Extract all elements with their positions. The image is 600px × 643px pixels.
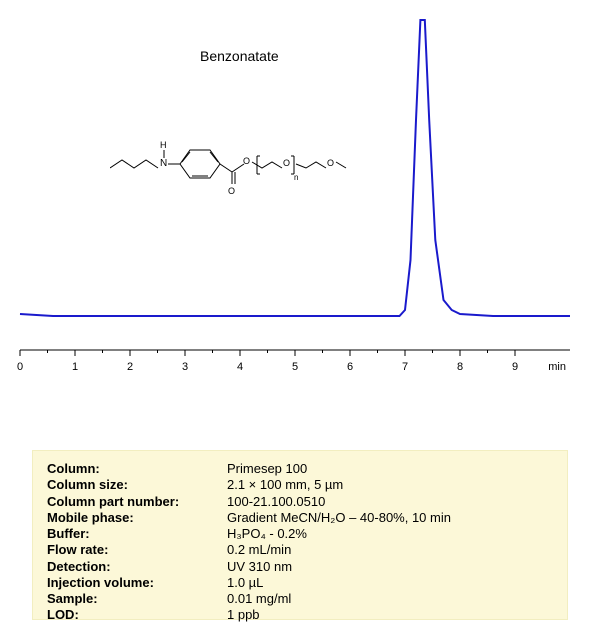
svg-text:5: 5	[292, 361, 298, 373]
compound-name: Benzonatate	[200, 48, 279, 64]
svg-text:O: O	[228, 186, 235, 196]
param-row-sample: Sample:0.01 mg/ml	[47, 591, 553, 607]
param-row-column: Column:Primesep 100	[47, 461, 553, 477]
molecule-structure: N H O O O	[110, 120, 370, 210]
svg-text:n: n	[294, 173, 298, 182]
param-row-column-size: Column size:2.1 × 100 mm, 5 µm	[47, 477, 553, 493]
chromatogram-svg: 0 1 2 3 4 5 6 7 8 9 min	[10, 10, 590, 420]
param-key: Mobile phase:	[47, 510, 227, 526]
param-value: 2.1 × 100 mm, 5 µm	[227, 477, 553, 493]
svg-text:3: 3	[182, 361, 188, 373]
svg-text:O: O	[243, 156, 250, 166]
svg-text:min: min	[548, 361, 566, 373]
param-value: 1.0 µL	[227, 575, 553, 591]
param-row-mobile-phase: Mobile phase:Gradient MeCN/H₂O – 40-80%,…	[47, 510, 553, 526]
parameters-table: Column:Primesep 100 Column size:2.1 × 10…	[32, 450, 568, 620]
molecule-svg: N H O O O	[110, 120, 370, 210]
param-value: Gradient MeCN/H₂O – 40-80%, 10 min	[227, 510, 553, 526]
param-key: Buffer:	[47, 526, 227, 542]
param-row-detection: Detection:UV 310 nm	[47, 559, 553, 575]
svg-text:2: 2	[127, 361, 133, 373]
svg-text:9: 9	[512, 361, 518, 373]
svg-text:O: O	[283, 158, 290, 168]
param-key: Column:	[47, 461, 227, 477]
param-key: Detection:	[47, 559, 227, 575]
param-row-lod: LOD:1 ppb	[47, 607, 553, 623]
svg-text:O: O	[327, 158, 334, 168]
param-row-buffer: Buffer:H₃PO₄ - 0.2%	[47, 526, 553, 542]
param-key: LOD:	[47, 607, 227, 623]
svg-text:7: 7	[402, 361, 408, 373]
svg-text:6: 6	[347, 361, 353, 373]
param-row-injection-volume: Injection volume:1.0 µL	[47, 575, 553, 591]
param-value: 100-21.100.0510	[227, 494, 553, 510]
param-row-column-part: Column part number:100-21.100.0510	[47, 494, 553, 510]
chromatogram-area: 0 1 2 3 4 5 6 7 8 9 min	[10, 10, 590, 420]
param-key: Column size:	[47, 477, 227, 493]
param-key: Column part number:	[47, 494, 227, 510]
figure-container: 0 1 2 3 4 5 6 7 8 9 min Benzonatate N H	[0, 0, 600, 643]
svg-text:0: 0	[17, 361, 23, 373]
param-key: Sample:	[47, 591, 227, 607]
svg-text:1: 1	[72, 361, 78, 373]
param-value: 0.2 mL/min	[227, 542, 553, 558]
param-value: Primesep 100	[227, 461, 553, 477]
param-value: UV 310 nm	[227, 559, 553, 575]
svg-text:8: 8	[457, 361, 463, 373]
svg-text:N: N	[160, 158, 167, 169]
param-value: 1 ppb	[227, 607, 553, 623]
svg-text:H: H	[160, 140, 167, 150]
param-value: 0.01 mg/ml	[227, 591, 553, 607]
param-key: Flow rate:	[47, 542, 227, 558]
param-value: H₃PO₄ - 0.2%	[227, 526, 553, 542]
param-key: Injection volume:	[47, 575, 227, 591]
param-row-flow-rate: Flow rate:0.2 mL/min	[47, 542, 553, 558]
svg-text:4: 4	[237, 361, 243, 373]
